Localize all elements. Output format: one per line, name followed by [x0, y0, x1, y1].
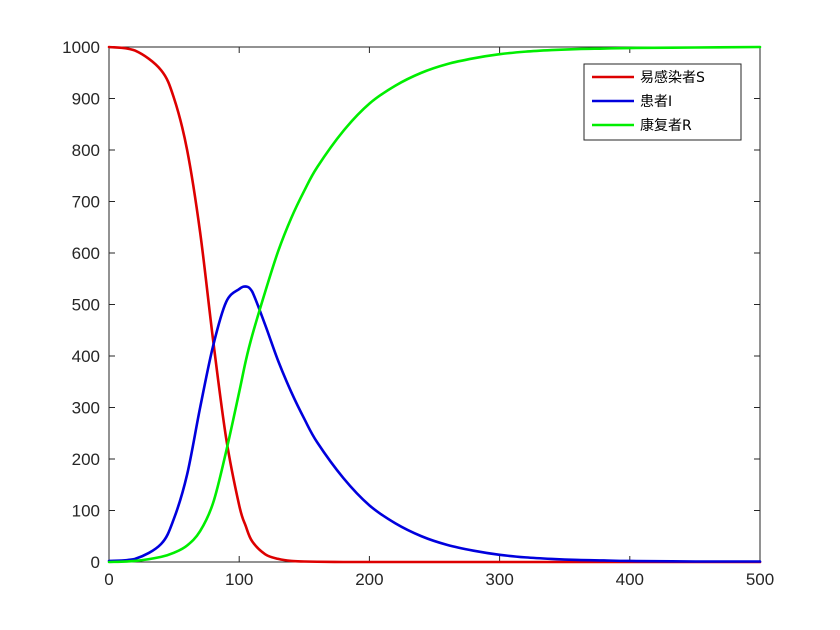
x-tick-label: 500 [746, 570, 774, 589]
legend: 易感染者S 患者I 康复者R [583, 63, 742, 141]
legend-label-2: 患者I [640, 94, 672, 110]
y-tick-label: 500 [72, 296, 100, 315]
series-line-2 [107, 285, 762, 563]
y-tick-label: 200 [72, 450, 100, 469]
axes: 0 100 200 300 400 500 0 100 200 300 400 500 600 700 80… [62, 38, 774, 589]
x-tick-label: 200 [355, 570, 383, 589]
series-lines [107, 45, 762, 564]
legend-label-3: 康复者R [640, 117, 692, 134]
y-tick-label: 900 [72, 90, 100, 109]
y-tick-label: 700 [72, 193, 100, 212]
y-tick-label: 800 [72, 141, 100, 160]
x-tick-label: 300 [485, 570, 513, 589]
y-tick-label: 400 [72, 347, 100, 366]
y-tick-label: 300 [72, 399, 100, 418]
y-tick-label: 100 [72, 502, 100, 521]
legend-label-1: 易感染者S [640, 69, 705, 86]
series-line-3 [107, 45, 762, 564]
x-tick-label: 0 [104, 570, 113, 589]
y-tick-label: 1000 [62, 38, 100, 57]
x-tick-label: 400 [616, 570, 644, 589]
y-tick-label: 0 [91, 553, 100, 572]
x-tick-label: 100 [225, 570, 253, 589]
y-tick-label: 600 [72, 244, 100, 263]
series-line-1 [107, 45, 762, 564]
